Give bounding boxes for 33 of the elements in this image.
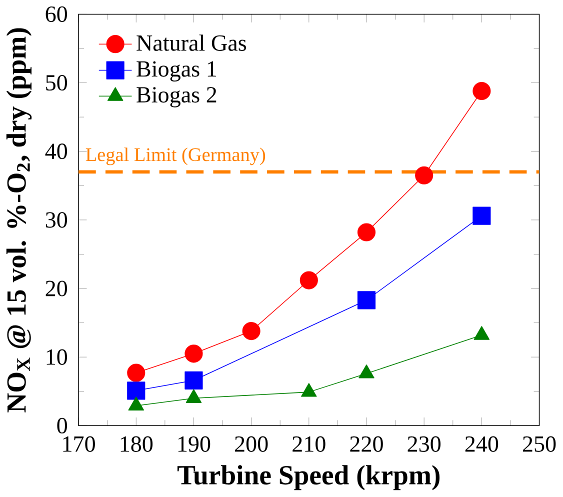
- point: [242, 322, 260, 340]
- point: [300, 271, 318, 290]
- x-tick-label: 230: [408, 436, 441, 452]
- legend-label: Natural Gas: [136, 34, 246, 52]
- legend-label: Biogas 2: [136, 87, 216, 108]
- x-tick-label: 220: [350, 436, 383, 452]
- legend-label: Biogas 1: [136, 61, 216, 82]
- y-tick-label: 20: [46, 280, 68, 296]
- point: [357, 291, 376, 310]
- x-tick-label: 250: [522, 436, 556, 452]
- point: [184, 372, 203, 390]
- y-tick-label: 10: [46, 349, 68, 366]
- point: [472, 82, 491, 100]
- point: [415, 166, 434, 185]
- point: [184, 344, 203, 363]
- x-tick-label: 240: [465, 436, 498, 452]
- y-tick-label: 30: [46, 212, 68, 228]
- point: [127, 382, 146, 400]
- ref-line-label: Legal Limit (Germany): [86, 148, 266, 166]
- x-axis-title: Turbine Speed (krpm): [177, 465, 440, 490]
- y-tick-label: 50: [46, 75, 68, 91]
- x-tick-label: 170: [63, 436, 95, 452]
- point: [357, 223, 376, 242]
- y-tick-label: 40: [45, 144, 68, 160]
- x-tick-label: 200: [235, 436, 268, 452]
- x-tick-label: 190: [178, 436, 210, 452]
- x-tick-label: 180: [120, 436, 153, 452]
- y-tick-label: 60: [46, 6, 68, 22]
- point: [472, 206, 491, 226]
- x-tick-label: 210: [292, 436, 326, 452]
- y-axis-title: NO$_{X}$ @ 15 vol. %-O$_{2}$, dry (ppm): [6, 28, 32, 413]
- point: [127, 364, 146, 382]
- y-tick-label: 0: [57, 418, 68, 434]
